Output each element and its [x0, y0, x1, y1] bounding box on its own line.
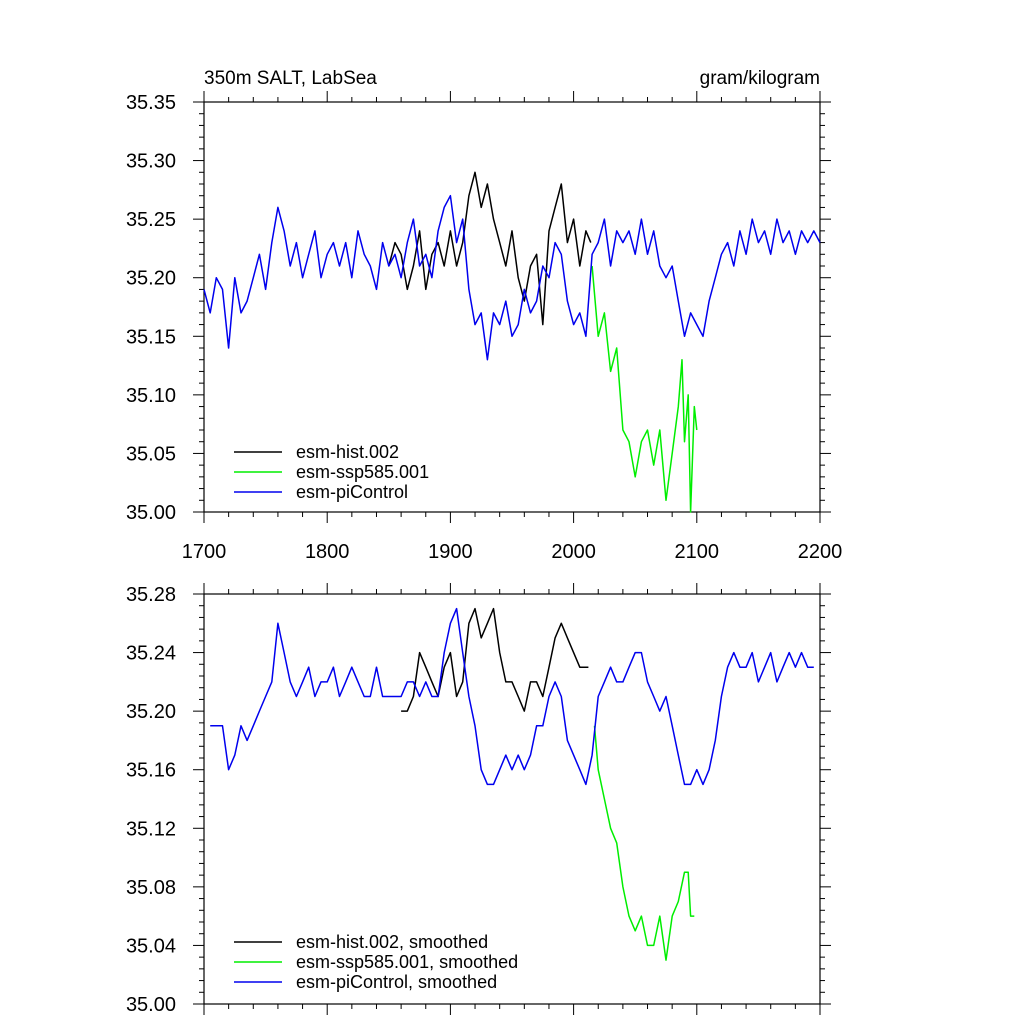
y-tick-label: 35.00: [126, 994, 176, 1016]
y-tick-label: 35.04: [126, 935, 176, 957]
x-tick-label: 1800: [305, 541, 350, 563]
series-line: [593, 725, 695, 961]
series-group: [203, 171, 821, 513]
y-tick-label: 35.00: [126, 502, 176, 524]
plot-frame: [203, 593, 821, 1005]
y-axis-ticks: [193, 101, 831, 513]
y-tick-label: 35.10: [126, 385, 176, 407]
x-axis-ticks: [203, 91, 821, 523]
top-salinity-panel: 350m SALT, LabSea gram/kilogram 1700 1800…: [126, 68, 842, 563]
y-tick-label: 35.24: [126, 643, 176, 665]
x-tick-label: 2100: [675, 541, 720, 563]
x-axis-ticks: [203, 583, 821, 1015]
y-tick-label: 35.20: [126, 268, 176, 290]
legend-label: esm-hist.002, smoothed: [296, 932, 488, 952]
series-group: [210, 607, 814, 961]
legend-label: esm-hist.002: [296, 442, 399, 462]
y-axis-ticks: [193, 593, 831, 1005]
legend-label: esm-ssp585.001: [296, 462, 429, 482]
y-tick-label: 35.25: [126, 209, 176, 231]
y-tick-label: 35.12: [126, 818, 176, 840]
series-line: [203, 194, 821, 361]
series-line: [210, 607, 814, 786]
panel-title-right: gram/kilogram: [700, 68, 820, 89]
y-tick-label: 35.16: [126, 760, 176, 782]
x-tick-label: 2200: [798, 541, 843, 563]
x-tick-label: 2000: [551, 541, 596, 563]
x-tick-label: 1700: [182, 541, 227, 563]
series-line: [401, 607, 589, 712]
y-tick-label: 35.08: [126, 877, 176, 899]
legend-label: esm-ssp585.001, smoothed: [296, 952, 518, 972]
y-tick-label: 35.30: [126, 151, 176, 173]
series-line: [388, 171, 592, 326]
legend-label: esm-piControl: [296, 482, 408, 502]
legend-label: esm-piControl, smoothed: [296, 972, 497, 992]
plot-frame: [203, 101, 821, 513]
y-tick-label: 35.20: [126, 701, 176, 723]
y-tick-label: 35.15: [126, 326, 176, 348]
series-line: [591, 265, 698, 513]
y-tick-label: 35.35: [126, 92, 176, 114]
y-tick-label: 35.28: [126, 584, 176, 606]
y-tick-label: 35.05: [126, 443, 176, 465]
x-tick-label: 1900: [428, 541, 473, 563]
bottom-smoothed-salinity-panel: 35.00 35.04 35.08 35.12 35.16 35.20 35.24 35.28…: [126, 583, 831, 1016]
panel-title-left: 350m SALT, LabSea: [204, 68, 377, 89]
